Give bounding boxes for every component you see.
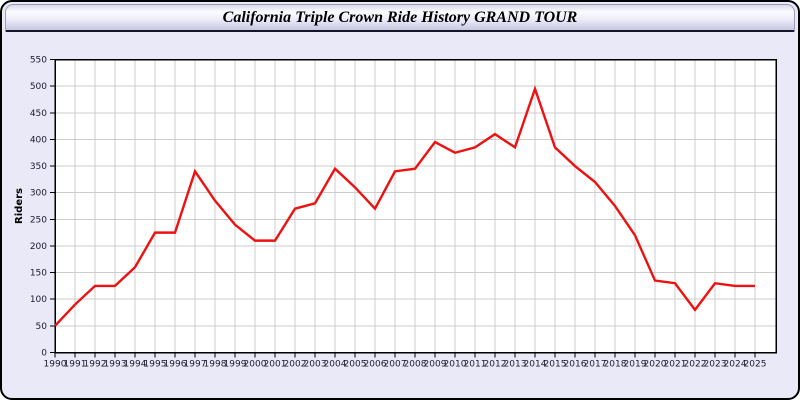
x-tick-label: 2006 <box>364 360 387 370</box>
x-tick-label: 2003 <box>304 360 327 370</box>
x-tick-label: 1995 <box>144 360 167 370</box>
x-tick-label: 2012 <box>484 360 507 370</box>
x-tick-label: 2017 <box>584 360 607 370</box>
x-tick-label: 1991 <box>64 360 87 370</box>
y-tick-label: 300 <box>30 189 47 199</box>
x-tick-label: 2019 <box>624 360 647 370</box>
y-axis-title: Riders <box>14 188 25 224</box>
x-tick-label: 2022 <box>684 360 707 370</box>
x-tick-label: 1994 <box>124 360 147 370</box>
y-tick-label: 500 <box>30 82 47 92</box>
y-tick-label: 400 <box>30 135 47 145</box>
y-tick-label: 550 <box>30 56 47 66</box>
x-tick-label: 1998 <box>204 360 227 370</box>
y-tick-label: 0 <box>41 349 47 359</box>
y-tick-label: 50 <box>36 322 48 332</box>
title-bar: California Triple Crown Ride History GRA… <box>5 4 795 32</box>
x-tick-label: 2009 <box>424 360 447 370</box>
x-tick-label: 2016 <box>564 360 587 370</box>
x-tick-label: 1992 <box>84 360 107 370</box>
x-tick-label: 2021 <box>664 360 687 370</box>
y-tick-label: 250 <box>30 215 47 225</box>
x-tick-label: 2014 <box>524 360 547 370</box>
chart-title: California Triple Crown Ride History GRA… <box>222 9 578 26</box>
x-tick-label: 1999 <box>224 360 247 370</box>
x-tick-label: 2025 <box>744 360 767 370</box>
x-tick-label: 2024 <box>724 360 747 370</box>
x-tick-label: 1993 <box>104 360 127 370</box>
axis-tick-labels: 0501001502002503003504004505005501990199… <box>30 56 767 370</box>
x-tick-label: 2015 <box>544 360 567 370</box>
x-tick-label: 2005 <box>344 360 367 370</box>
axis-ticks <box>50 59 756 358</box>
y-tick-label: 200 <box>30 242 47 252</box>
x-tick-label: 2007 <box>384 360 407 370</box>
x-tick-label: 1997 <box>184 360 207 370</box>
y-tick-label: 150 <box>30 269 47 279</box>
x-tick-label: 2013 <box>504 360 527 370</box>
x-tick-label: 2010 <box>444 360 467 370</box>
data-line-riders <box>54 85 755 327</box>
x-tick-label: 2020 <box>644 360 667 370</box>
x-tick-label: 2004 <box>324 360 347 370</box>
x-tick-label: 1990 <box>44 360 67 370</box>
x-tick-label: 2011 <box>464 360 487 370</box>
x-tick-label: 2002 <box>284 360 307 370</box>
x-tick-label: 2008 <box>404 360 427 370</box>
x-tick-label: 2000 <box>244 360 267 370</box>
y-tick-label: 350 <box>30 162 47 172</box>
grid <box>55 59 776 353</box>
x-tick-label: 2001 <box>264 360 287 370</box>
x-tick-label: 2018 <box>604 360 627 370</box>
y-tick-label: 450 <box>30 109 47 119</box>
x-tick-label: 2023 <box>704 360 727 370</box>
x-tick-label: 1996 <box>164 360 187 370</box>
y-tick-label: 100 <box>30 295 47 305</box>
